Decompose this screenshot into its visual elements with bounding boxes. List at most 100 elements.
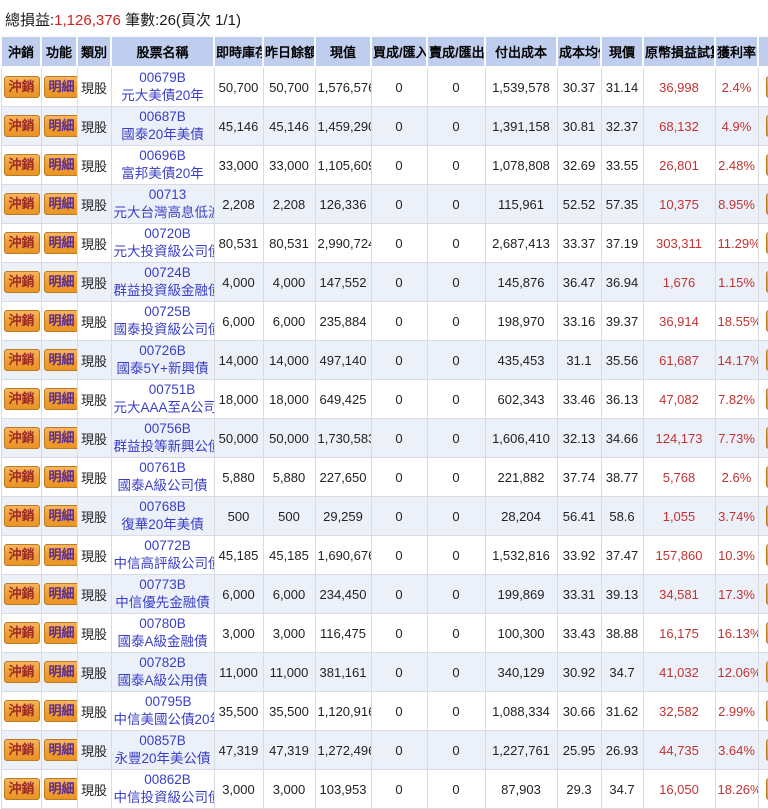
detail-button[interactable]: 明細 <box>43 426 76 450</box>
total-pl-label: 總損益: <box>5 12 55 29</box>
stock-name-link[interactable]: 00679B 元大美債20年 <box>121 70 204 103</box>
clipped-button[interactable]: 帳 <box>766 309 768 333</box>
clipped-button[interactable]: 帳 <box>766 387 768 411</box>
sell-out-cell: 0 <box>426 769 486 809</box>
detail-button[interactable]: 明細 <box>43 153 76 177</box>
clipped-button[interactable]: 帳 <box>766 270 768 294</box>
stock-name-link[interactable]: 00756B 群益投等新興公債 <box>113 421 214 454</box>
cost-paid-cell: 199,869 <box>484 574 558 614</box>
detail-button[interactable]: 明細 <box>43 738 76 762</box>
current-value-cell: 381,161 <box>314 652 372 692</box>
table-row: 沖銷 明細 現股 00761B 國泰A級公司債 5,880 5,880 227,6… <box>0 457 768 497</box>
stock-name-link[interactable]: 00772B 中信高評級公司債 <box>113 538 214 571</box>
stock-name-link[interactable]: 00724B 群益投資級金融債 <box>113 265 214 298</box>
stock-name-link[interactable]: 00751B元大AAA至A公司債 <box>113 382 214 415</box>
stock-name-link[interactable]: 00687B 國泰20年美債 <box>121 109 204 142</box>
realtime-qty-cell: 50,700 <box>213 66 264 107</box>
avg-cost-cell: 30.37 <box>556 66 602 107</box>
table-row: 沖銷 明細 現股 00696B 富邦美債20年 33,000 33,000 1,1… <box>0 145 768 185</box>
offset-button[interactable]: 沖銷 <box>3 777 40 801</box>
clipped-button[interactable]: 帳 <box>766 465 768 489</box>
clipped-button[interactable]: 帳 <box>766 348 768 372</box>
offset-button[interactable]: 沖銷 <box>3 114 40 138</box>
detail-button[interactable]: 明細 <box>43 504 76 528</box>
stock-name-link[interactable]: 00857B 永豐20年美公債 <box>114 733 211 766</box>
stock-name-link[interactable]: 00782B 國泰A級公用債 <box>117 655 208 688</box>
clipped-button[interactable]: 帳 <box>766 582 768 606</box>
buy-in-cell: 0 <box>370 184 428 224</box>
detail-button[interactable]: 明細 <box>43 114 76 138</box>
offset-button[interactable]: 沖銷 <box>3 309 40 333</box>
offset-button[interactable]: 沖銷 <box>3 582 40 606</box>
col-cost-paid: 付出成本 <box>484 35 558 68</box>
current-value-cell: 1,690,676 <box>314 535 372 575</box>
current-value-cell: 649,425 <box>314 379 372 419</box>
detail-button[interactable]: 明細 <box>43 348 76 372</box>
clipped-button[interactable]: 帳 <box>766 621 768 645</box>
offset-button[interactable]: 沖銷 <box>3 621 40 645</box>
cost-paid-cell: 602,343 <box>484 379 558 419</box>
detail-button[interactable]: 明細 <box>43 465 76 489</box>
offset-button[interactable]: 沖銷 <box>3 426 40 450</box>
detail-button[interactable]: 明細 <box>43 309 76 333</box>
cost-paid-cell: 198,970 <box>484 301 558 341</box>
stock-name-link[interactable]: 00773B 中信優先金融債 <box>115 577 210 610</box>
detail-button[interactable]: 明細 <box>43 387 76 411</box>
detail-button[interactable]: 明細 <box>43 543 76 567</box>
clipped-button[interactable]: 帳 <box>766 660 768 684</box>
cost-paid-cell: 1,227,761 <box>484 730 558 770</box>
stock-name-link[interactable]: 00725B 國泰投資級公司債 <box>113 304 214 337</box>
stock-name-link[interactable]: 00726B 國泰5Y+新興債 <box>116 343 209 376</box>
clipped-button[interactable]: 帳 <box>766 153 768 177</box>
detail-button[interactable]: 明細 <box>43 660 76 684</box>
cost-paid-cell: 1,078,808 <box>484 145 558 185</box>
stock-name-link[interactable]: 00768B 復華20年美債 <box>121 499 204 532</box>
stock-name-link[interactable]: 00720B 元大投資級公司債 <box>113 226 214 259</box>
current-value-cell: 29,259 <box>314 496 372 536</box>
clipped-button[interactable]: 帳 <box>766 192 768 216</box>
stock-name-link[interactable]: 00713 元大台灣高息低波 <box>113 187 214 220</box>
detail-button[interactable]: 明細 <box>43 582 76 606</box>
offset-button[interactable]: 沖銷 <box>3 660 40 684</box>
cost-paid-cell: 1,539,578 <box>484 66 558 107</box>
detail-button[interactable]: 明細 <box>43 192 76 216</box>
current-value-cell: 2,990,724 <box>314 223 372 263</box>
prev-balance-cell: 50,000 <box>262 418 316 458</box>
offset-button[interactable]: 沖銷 <box>3 699 40 723</box>
stock-name-link[interactable]: 00795B 中信美國公債20年 <box>113 694 214 727</box>
offset-button[interactable]: 沖銷 <box>3 192 40 216</box>
detail-button[interactable]: 明細 <box>43 699 76 723</box>
detail-button[interactable]: 明細 <box>43 777 76 801</box>
stock-name-link[interactable]: 00780B 國泰A級金融債 <box>117 616 208 649</box>
stock-name-link[interactable]: 00761B 國泰A級公司債 <box>117 460 208 493</box>
offset-button[interactable]: 沖銷 <box>3 738 40 762</box>
stock-name-link[interactable]: 00862B 中信投資級公司債 <box>113 772 214 805</box>
offset-button[interactable]: 沖銷 <box>3 231 40 255</box>
clipped-button[interactable]: 帳 <box>766 426 768 450</box>
clipped-button[interactable]: 帳 <box>766 543 768 567</box>
detail-button[interactable]: 明細 <box>43 621 76 645</box>
offset-button[interactable]: 沖銷 <box>3 75 40 99</box>
offset-button[interactable]: 沖銷 <box>3 270 40 294</box>
detail-button[interactable]: 明細 <box>43 75 76 99</box>
clipped-button[interactable]: 帳 <box>766 699 768 723</box>
clipped-button[interactable]: 帳 <box>766 738 768 762</box>
clipped-button[interactable]: 帳 <box>766 114 768 138</box>
offset-button[interactable]: 沖銷 <box>3 465 40 489</box>
clipped-button[interactable]: 帳 <box>766 504 768 528</box>
offset-button[interactable]: 沖銷 <box>3 543 40 567</box>
offset-button[interactable]: 沖銷 <box>3 153 40 177</box>
current-value-cell: 103,953 <box>314 769 372 809</box>
offset-button[interactable]: 沖銷 <box>3 504 40 528</box>
stock-name-link[interactable]: 00696B 富邦美債20年 <box>121 148 204 181</box>
clipped-button[interactable]: 帳 <box>766 231 768 255</box>
clipped-button[interactable]: 帳 <box>766 75 768 99</box>
offset-button[interactable]: 沖銷 <box>3 387 40 411</box>
current-value-cell: 1,459,290 <box>314 106 372 146</box>
detail-button[interactable]: 明細 <box>43 270 76 294</box>
category-cell: 現股 <box>76 457 112 497</box>
col-pl-calc: 原幣損益試算 <box>642 35 716 68</box>
realtime-qty-cell: 14,000 <box>213 340 264 380</box>
detail-button[interactable]: 明細 <box>43 231 76 255</box>
offset-button[interactable]: 沖銷 <box>3 348 40 372</box>
